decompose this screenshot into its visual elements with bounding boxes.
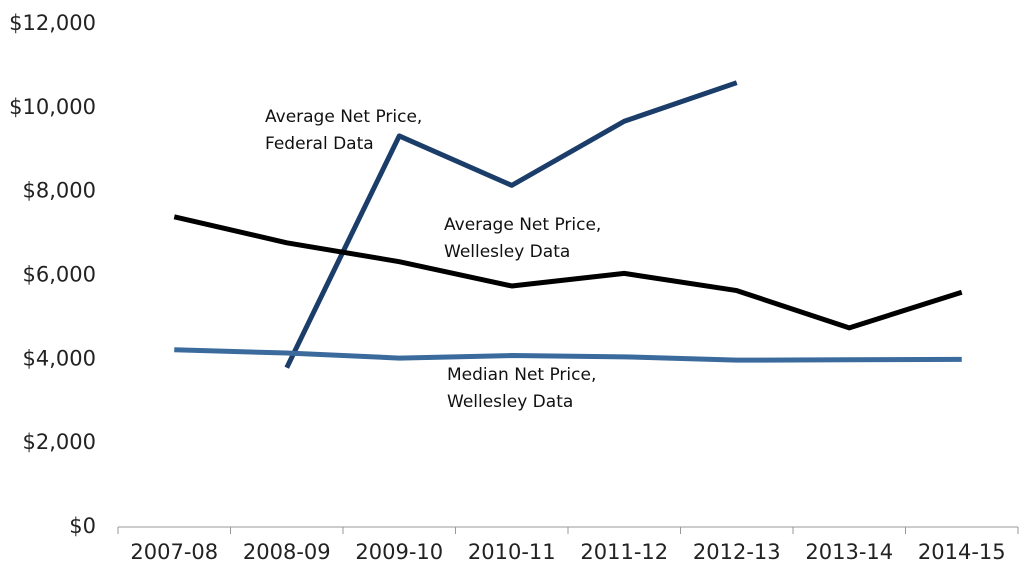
- y-tick-label: $2,000: [23, 430, 96, 454]
- x-tick-label: 2007-08: [130, 540, 218, 564]
- y-tick-label: $4,000: [23, 346, 96, 370]
- x-tick-label: 2008-09: [243, 540, 331, 564]
- series-label: Median Net Price, Wellesley Data: [447, 365, 597, 412]
- y-tick-label: $12,000: [9, 11, 96, 35]
- y-tick-label: $8,000: [23, 179, 96, 203]
- series-line: [174, 347, 962, 363]
- x-tick-label: 2014-15: [918, 540, 1006, 564]
- x-tick-label: 2011-12: [580, 540, 668, 564]
- series-line: [284, 80, 738, 369]
- x-tick-label: 2012-13: [693, 540, 781, 564]
- x-tick-label: 2010-11: [468, 540, 556, 564]
- y-tick-label: $10,000: [9, 95, 96, 119]
- series-line: [173, 214, 963, 331]
- y-tick-label: $6,000: [23, 263, 96, 287]
- series-label: Average Net Price, Federal Data: [265, 107, 423, 154]
- x-tick-label: 2013-14: [805, 540, 893, 564]
- y-tick-label: $0: [69, 514, 96, 538]
- series-label: Average Net Price, Wellesley Data: [444, 215, 602, 262]
- x-tick-label: 2009-10: [355, 540, 443, 564]
